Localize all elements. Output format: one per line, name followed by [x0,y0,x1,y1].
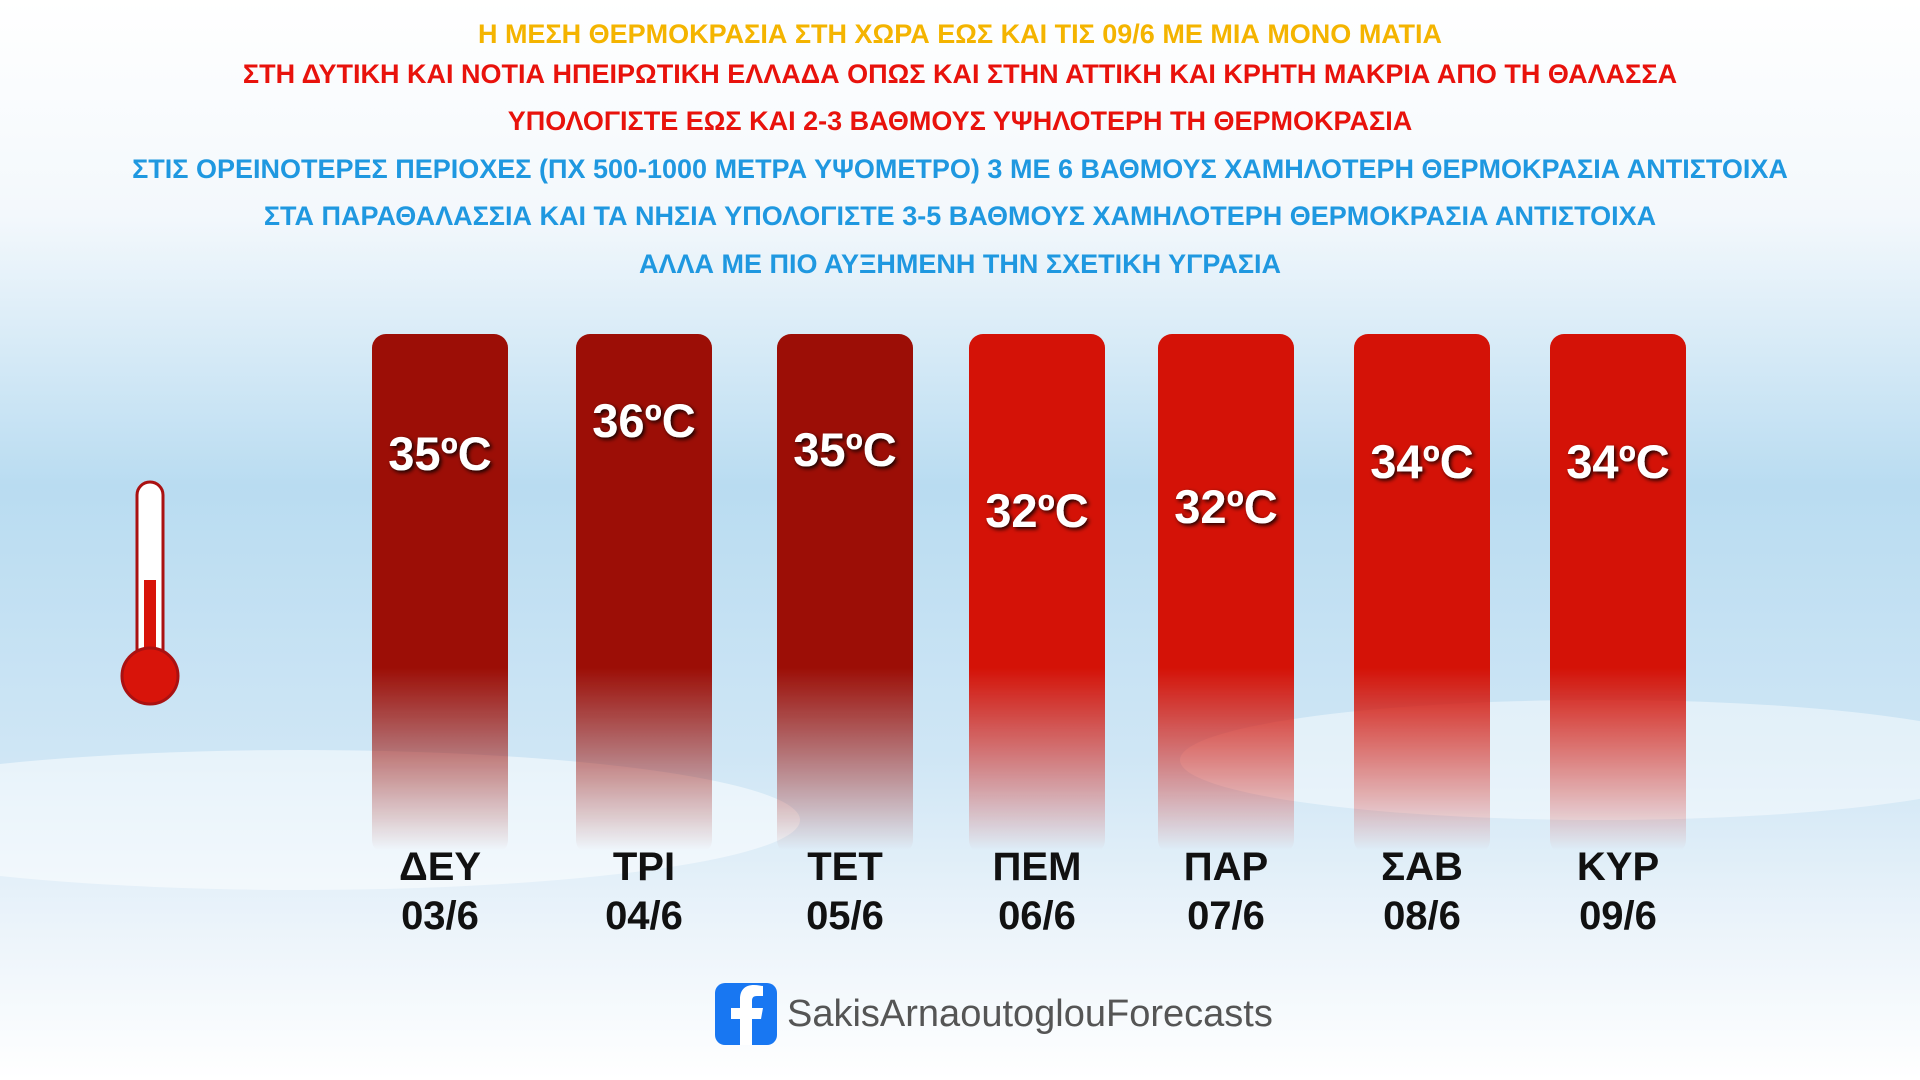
footer-page: SakisArnaoutoglouForecasts [787,993,1273,1035]
facebook-icon [715,983,777,1045]
temperature: 32ºC [1174,480,1277,533]
temperature: 35ºC [388,427,491,480]
header-line: ΥΠΟΛΟΓΙΣΤΕ ΕΩΣ ΚΑΙ 2-3 ΒΑΘΜΟΥΣ ΥΨΗΛΟΤΕΡΗ… [508,106,1413,136]
header-line: ΣΤΗ ΔΥΤΙΚΗ ΚΑΙ ΝΟΤΙΑ ΗΠΕΙΡΩΤΙΚΗ ΕΛΛΑΔΑ Ο… [243,59,1677,89]
temperature: 32ºC [985,484,1088,537]
day-bar [372,334,508,854]
day-date: 09/6 [1579,894,1657,938]
day-name: ΤΕΤ [807,845,883,889]
day-name: ΠΑΡ [1184,845,1268,889]
day-name: ΠΕΜ [993,845,1082,889]
day-bar [1354,334,1490,854]
day-date: 03/6 [401,894,479,938]
day-date: 07/6 [1187,894,1265,938]
temperature: 35ºC [793,423,896,476]
day-name: ΚΥΡ [1577,845,1659,889]
temperature: 34ºC [1370,435,1473,488]
temperature: 34ºC [1566,435,1669,488]
day-date: 05/6 [806,894,884,938]
day-bar [1550,334,1686,854]
header-line: Η ΜΕΣΗ ΘΕΡΜΟΚΡΑΣΙΑ ΣΤΗ ΧΩΡΑ ΕΩΣ ΚΑΙ ΤΙΣ … [478,19,1442,49]
header-line: ΣΤΑ ΠΑΡΑΘΑΛΑΣΣΙΑ ΚΑΙ ΤΑ ΝΗΣΙΑ ΥΠΟΛΟΓΙΣΤΕ… [264,201,1656,231]
temperature: 36ºC [592,394,695,447]
day-date: 06/6 [998,894,1076,938]
day-bar [969,334,1105,854]
day-bar [576,334,712,854]
day-bar [1158,334,1294,854]
header-line: ΣΤΙΣ ΟΡΕΙΝΟΤΕΡΕΣ ΠΕΡΙΟΧΕΣ (ΠΧ 500-1000 Μ… [132,154,1788,184]
header-line: ΑΛΛΑ ΜΕ ΠΙΟ ΑΥΞΗΜΕΝΗ ΤΗΝ ΣΧΕΤΙΚΗ ΥΓΡΑΣΙΑ [639,249,1281,279]
day-name: ΤΡΙ [613,845,675,889]
day-name: ΣΑΒ [1381,845,1463,889]
day-date: 08/6 [1383,894,1461,938]
day-bar [777,334,913,854]
thermometer [120,480,180,706]
day-name: ΔΕΥ [399,845,481,889]
day-date: 04/6 [605,894,683,938]
bars [372,334,1686,854]
